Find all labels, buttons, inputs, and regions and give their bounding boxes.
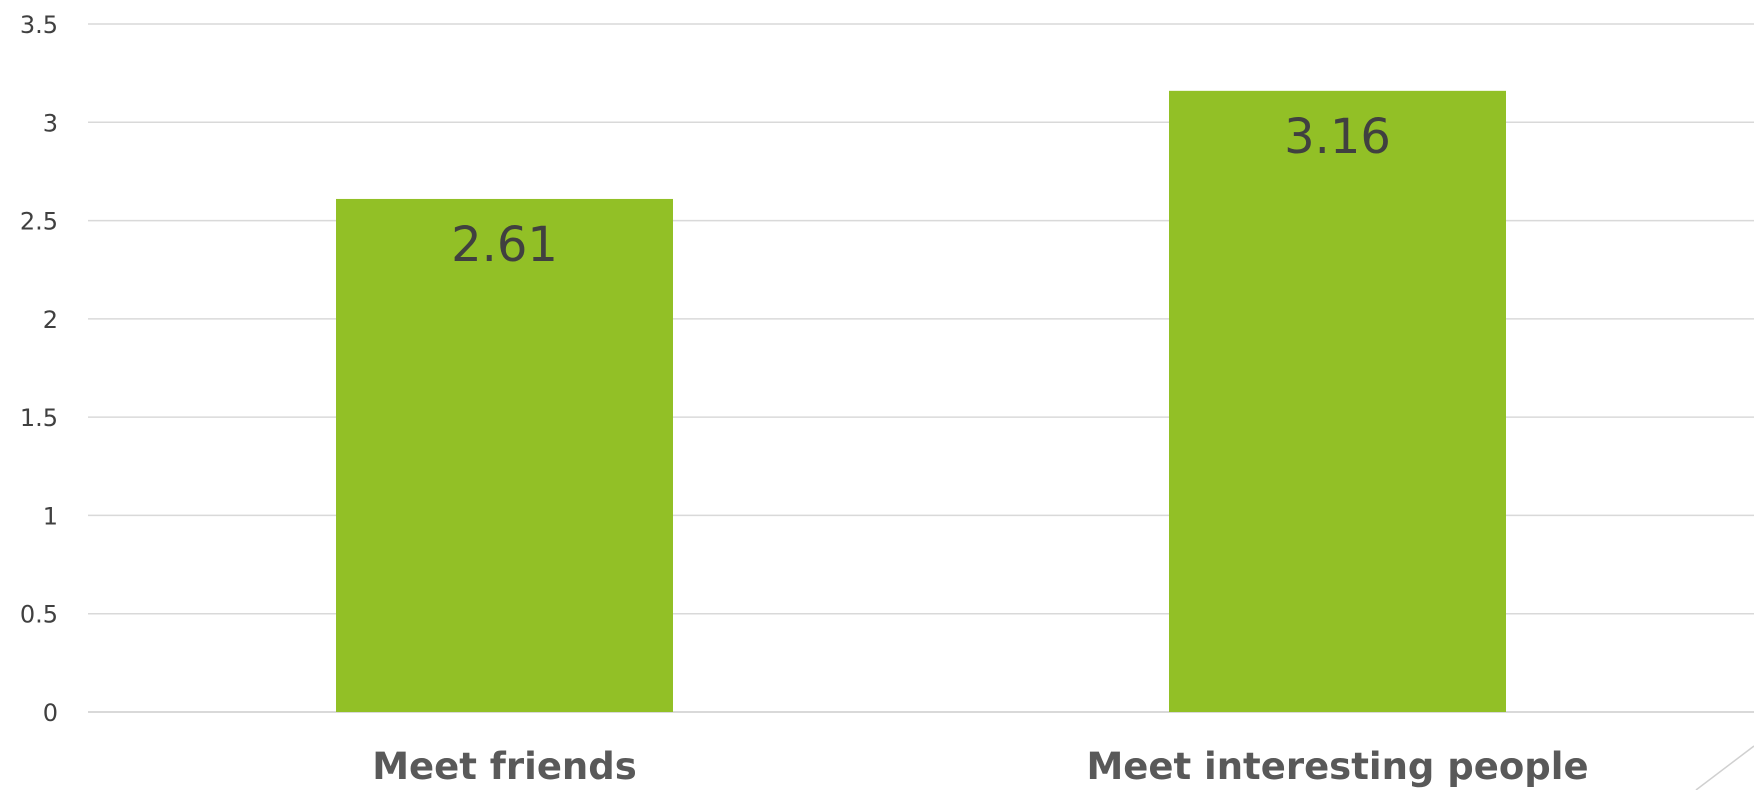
bar — [1169, 90, 1506, 712]
y-tick-label: 3 — [43, 109, 58, 137]
data-labels: 2.61 3.16 — [451, 109, 1391, 273]
x-tick-label: Meet friends — [372, 745, 637, 788]
y-tick-label: 3.5 — [20, 11, 58, 39]
y-tick-label: 1.5 — [20, 404, 58, 432]
y-tick-label: 0.5 — [20, 601, 58, 629]
slide-corner-decoration — [1695, 745, 1754, 790]
bars — [336, 90, 1506, 712]
x-axis-ticks: Meet friends Meet interesting people — [372, 745, 1588, 788]
y-tick-label: 2.5 — [20, 208, 58, 236]
data-label: 3.16 — [1284, 109, 1391, 165]
x-tick-label: Meet interesting people — [1086, 745, 1588, 788]
y-tick-label: 0 — [43, 699, 58, 727]
y-axis-ticks: 0 0.5 1 1.5 2 2.5 3 3.5 — [20, 11, 58, 727]
y-tick-label: 1 — [43, 502, 58, 530]
bar — [336, 198, 673, 712]
y-tick-label: 2 — [43, 306, 58, 334]
data-label: 2.61 — [451, 217, 558, 273]
